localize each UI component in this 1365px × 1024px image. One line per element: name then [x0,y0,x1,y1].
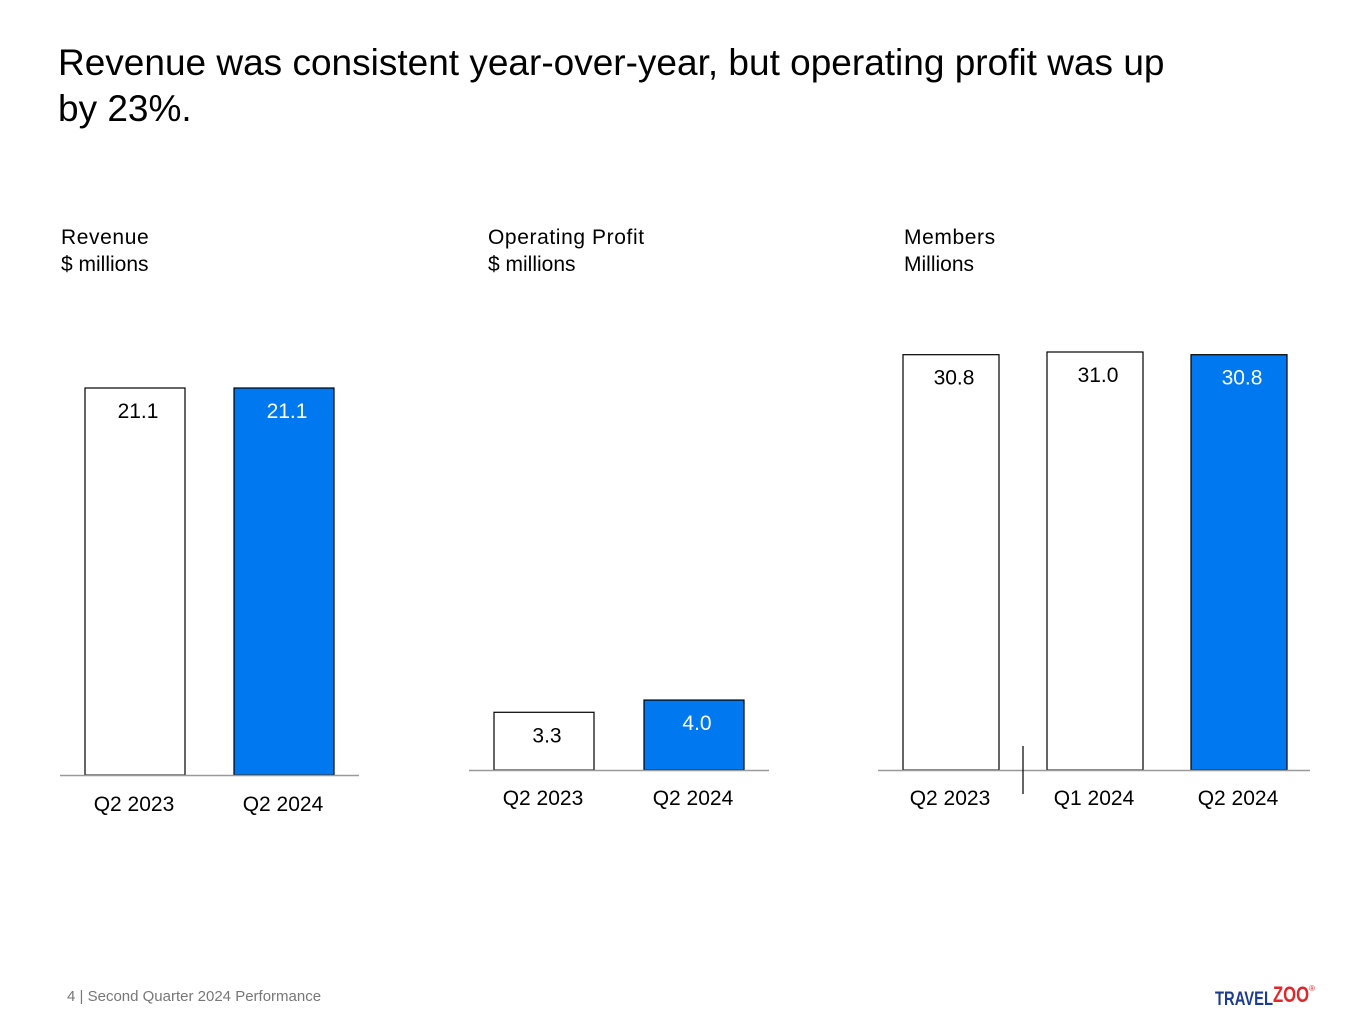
revenue-chart-title: Revenue $ millions [61,224,149,278]
revenue-value-label-1: 21.1 [118,400,159,423]
footer-text: Second Quarter 2024 Performance [87,988,322,1005]
members-title: Members [904,226,996,249]
footer-page-number: 4 [67,988,76,1005]
operating-profit-title: Operating Profit [488,226,645,249]
operating-profit-category-label-1: Q2 2023 [503,787,584,810]
members-unit: Millions [904,253,975,276]
footer: 4 | Second Quarter 2024 Performance [67,988,321,1005]
operating-profit-bar-2 [643,699,745,771]
members-category-label-2: Q1 2024 [1054,787,1135,810]
members-category-label-3: Q2 2024 [1198,787,1279,810]
members-category-label-1: Q2 2023 [910,787,991,810]
logo-text-travel: TRAVEL [1215,989,1273,1010]
members-value-label-2: 31.0 [1078,364,1119,387]
members-chart: 30.8 Q2 2023 31.0 Q1 2024 30.8 Q2 2024 [878,351,1310,810]
operating-profit-value-label-1: 3.3 [532,724,561,747]
revenue-category-label-2: Q2 2024 [243,793,324,816]
travelzoo-logo: TRAVEL ZOO ® [1215,982,1315,1010]
members-bar-2 [1046,351,1144,771]
members-value-label-1: 30.8 [934,367,975,390]
members-chart-title: Members Millions [904,224,996,278]
members-bar-1 [902,354,1000,771]
revenue-bar-1 [84,387,186,776]
footer-separator: | [79,988,88,1005]
revenue-chart: 21.1 Q2 2023 21.1 Q2 2024 [60,387,359,816]
revenue-bar-2 [233,387,335,776]
members-bar-3 [1190,354,1288,771]
logo-text-zoo: ZOO [1273,982,1309,1007]
members-value-label-3: 30.8 [1222,367,1263,390]
logo-registered-mark: ® [1309,984,1315,993]
operating-profit-bar-1 [493,711,595,771]
revenue-unit: $ millions [61,253,149,276]
operating-profit-chart: 3.3 Q2 2023 4.0 Q2 2024 [469,699,769,810]
revenue-title: Revenue [61,226,150,249]
revenue-category-label-1: Q2 2023 [94,793,175,816]
slide-headline: Revenue was consistent year-over-year, b… [58,42,1165,129]
operating-profit-chart-title: Operating Profit $ millions [488,224,645,278]
operating-profit-category-label-2: Q2 2024 [653,787,734,810]
operating-profit-value-label-2: 4.0 [682,712,711,735]
revenue-value-label-2: 21.1 [267,400,308,423]
operating-profit-unit: $ millions [488,253,576,276]
